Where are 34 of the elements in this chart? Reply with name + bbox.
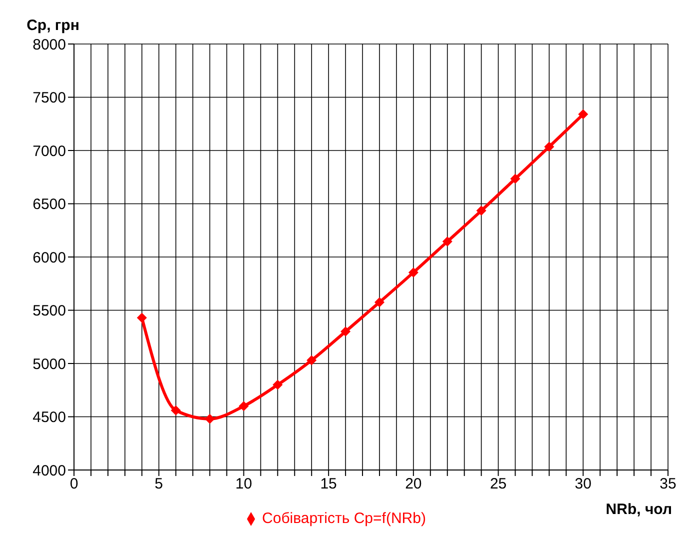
point: [544, 142, 554, 152]
point: [306, 355, 317, 366]
x-tick-label: 15: [320, 476, 337, 493]
y-tick-label: 4500: [32, 409, 66, 426]
y-tick-label: 8000: [32, 36, 66, 54]
legend-label: Собівартість Ср=f(NRb): [262, 510, 426, 527]
point: [510, 174, 520, 184]
point: [136, 312, 147, 323]
point: [170, 405, 181, 416]
y-tick-label: 5000: [32, 356, 66, 373]
point: [238, 401, 249, 412]
y-tick-label: 7500: [32, 90, 66, 107]
point: [272, 380, 283, 390]
point: [442, 236, 452, 247]
point: [476, 206, 486, 216]
x-tick-label: 35: [660, 476, 676, 493]
point: [204, 414, 215, 424]
y-tick-label: 7000: [32, 142, 66, 160]
x-tick-label: 30: [574, 476, 592, 493]
point: [340, 326, 351, 337]
x-tick-label: 0: [70, 476, 78, 493]
y-tick-label: 6500: [32, 196, 66, 214]
y-tick-label: 4000: [32, 462, 66, 480]
x-tick-label: 10: [235, 476, 252, 493]
x-tick-label: 25: [490, 476, 507, 493]
x-tick-label: 20: [405, 476, 422, 493]
point: [578, 109, 588, 120]
y-tick-label: 6000: [32, 249, 66, 266]
x-tick-label: 5: [154, 476, 164, 493]
point: [408, 267, 418, 278]
y-tick-label: 5500: [32, 302, 66, 320]
point: [374, 297, 384, 308]
x-axis-title: NRb, чол: [606, 501, 672, 518]
y-axis-title: Ср, грн: [26, 17, 80, 34]
